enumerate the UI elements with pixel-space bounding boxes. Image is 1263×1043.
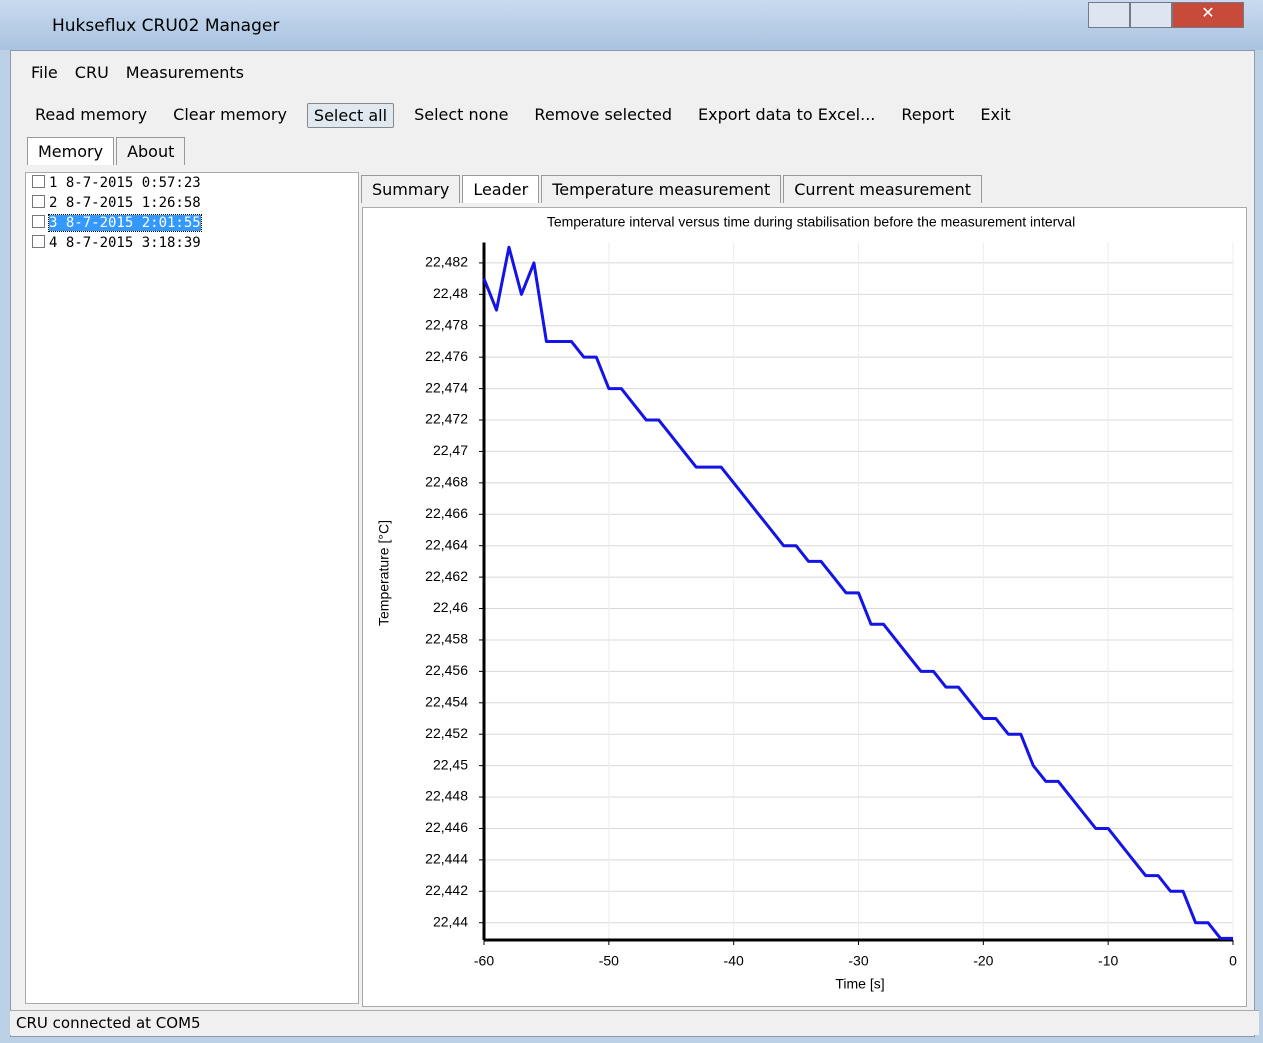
y-tick-label: 22,458 — [425, 631, 468, 647]
tab[interactable]: Temperature measurement — [541, 175, 782, 203]
list-item-text: 4 8-7-2015 3:18:39 — [49, 235, 201, 251]
y-tick-label: 22,482 — [425, 254, 468, 270]
y-axis-label: Temperature [°C] — [376, 520, 392, 626]
checkbox[interactable] — [32, 235, 45, 248]
tab[interactable]: Memory — [27, 137, 115, 165]
toolbar-button[interactable]: Exit — [980, 105, 1011, 124]
x-tick-label: -60 — [474, 953, 494, 969]
y-tick-label: 22,472 — [425, 411, 468, 427]
minimize-button[interactable] — [1088, 2, 1130, 28]
x-tick-label: -20 — [973, 953, 993, 969]
menu-item[interactable]: File — [31, 63, 58, 82]
window-title: Hukseflux CRU02 Manager — [52, 16, 280, 36]
toolbar-button[interactable]: Remove selected — [534, 105, 672, 124]
memory-list: 1 8-7-2015 0:57:23 2 8-7-2015 1:26:58 3 8-… — [25, 172, 359, 1004]
y-tick-label: 22,478 — [425, 316, 468, 332]
checkbox[interactable] — [32, 195, 45, 208]
toolbar-button[interactable]: Read memory — [35, 105, 148, 124]
title-bar: Hukseflux CRU02 Manager ✕ — [0, 0, 1263, 50]
data-line — [482, 245, 1233, 940]
y-tick-label: 22,444 — [425, 851, 468, 867]
list-item[interactable]: 4 8-7-2015 3:18:39 — [26, 233, 358, 253]
toolbar-button[interactable]: Select none — [414, 105, 509, 124]
y-tick-label: 22,46 — [433, 599, 468, 615]
close-button[interactable]: ✕ — [1172, 2, 1244, 28]
list-item[interactable]: 2 8-7-2015 1:26:58 — [26, 193, 358, 213]
tab[interactable]: About — [116, 137, 186, 165]
list-item[interactable]: 3 8-7-2015 2:01:55 — [26, 213, 358, 233]
x-tick-label: -10 — [1098, 953, 1118, 969]
y-tick-label: 22,44 — [433, 913, 468, 929]
y-tick-label: 22,454 — [425, 693, 468, 709]
list-item-text: 2 8-7-2015 1:26:58 — [49, 195, 201, 211]
list-item-text: 1 8-7-2015 0:57:23 — [49, 175, 201, 191]
status-bar: CRU connected at COM5 — [10, 1010, 1259, 1035]
list-item[interactable]: 1 8-7-2015 0:57:23 — [26, 173, 358, 193]
y-tick-label: 22,442 — [425, 882, 468, 898]
checkbox[interactable] — [32, 215, 45, 228]
tab[interactable]: Leader — [462, 175, 540, 203]
y-tick-label: 22,448 — [425, 788, 468, 804]
x-axis-label: Time [s] — [835, 976, 884, 992]
tab[interactable]: Current measurement — [783, 175, 983, 203]
x-tick-label: -50 — [599, 953, 619, 969]
x-tick-label: -40 — [724, 953, 744, 969]
window-controls: ✕ — [1088, 2, 1248, 28]
y-tick-label: 22,462 — [425, 568, 468, 584]
y-tick-label: 22,48 — [433, 285, 468, 301]
y-tick-label: 22,464 — [425, 536, 468, 552]
y-tick-label: 22,45 — [433, 756, 468, 772]
y-tick-label: 22,452 — [425, 725, 468, 741]
menu-bar: File CRU Measurements — [31, 63, 244, 82]
y-tick-label: 22,47 — [433, 442, 468, 458]
y-tick-label: 22,466 — [425, 505, 468, 521]
toolbar: Read memory Clear memory Select all Select … — [29, 103, 1017, 128]
chart-title: Temperature interval versus time during … — [547, 214, 1075, 230]
y-tick-label: 22,468 — [425, 474, 468, 490]
x-tick-label: -30 — [848, 953, 868, 969]
client-area: File CRU Measurements Read memory Clear mem… — [10, 50, 1255, 1037]
toolbar-button[interactable]: Export data to Excel... — [697, 105, 876, 124]
toolbar-button[interactable]: Report — [901, 105, 955, 124]
chart-panel — [362, 207, 1247, 1007]
y-tick-label: 22,446 — [425, 819, 468, 835]
x-tick-label: 0 — [1229, 953, 1237, 969]
tab[interactable]: Summary — [361, 175, 461, 203]
maximize-button[interactable] — [1130, 2, 1172, 28]
checkbox[interactable] — [32, 175, 45, 188]
toolbar-button[interactable]: Clear memory — [173, 105, 287, 124]
toolbar-button[interactable]: Select all — [306, 103, 395, 128]
y-tick-label: 22,474 — [425, 379, 468, 395]
right-tabs: Summary Leader Temperature measurement Curr… — [361, 175, 984, 203]
y-tick-label: 22,456 — [425, 662, 468, 678]
menu-item[interactable]: CRU — [74, 63, 109, 82]
list-item-text: 3 8-7-2015 2:01:55 — [48, 214, 202, 232]
left-tabs: Memory About — [27, 137, 187, 165]
y-tick-label: 22,476 — [425, 348, 468, 364]
menu-item[interactable]: Measurements — [125, 63, 244, 82]
